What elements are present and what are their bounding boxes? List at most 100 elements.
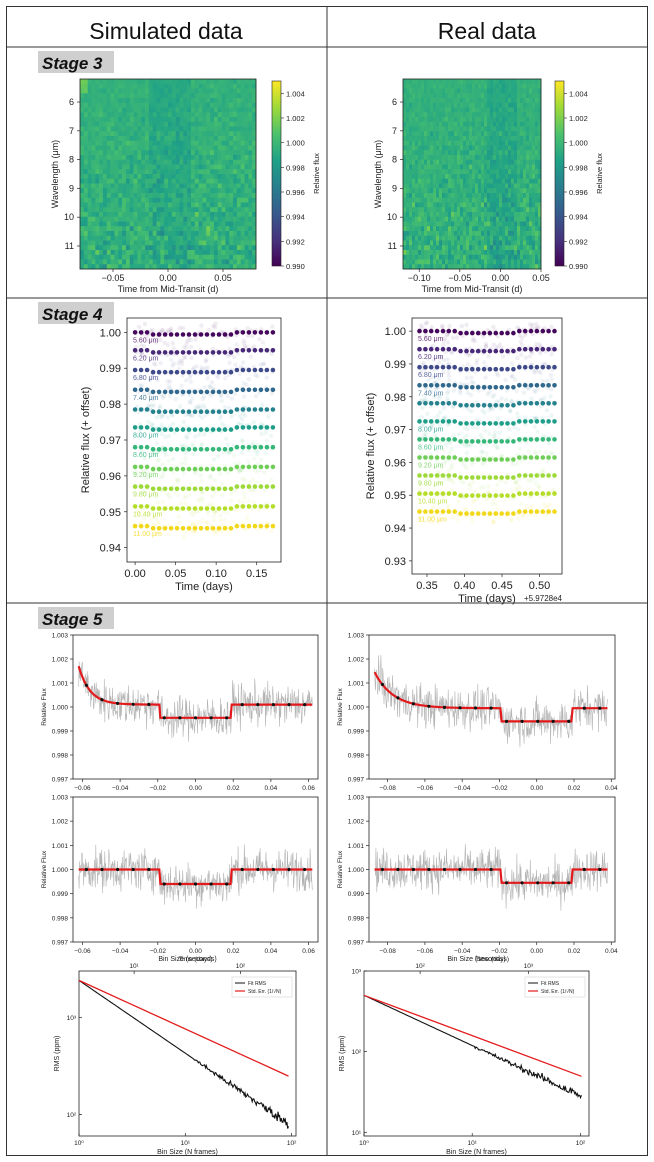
heatmap-cell	[118, 155, 123, 161]
heatmap-cell	[535, 117, 539, 123]
heatmap-cell	[520, 212, 524, 218]
heatmap-cell	[171, 126, 176, 132]
heatmap-cell	[233, 231, 238, 237]
heatmap-cell	[213, 98, 219, 104]
heatmap-cell	[460, 212, 464, 218]
binned-point	[138, 425, 144, 430]
heatmap-cell	[225, 93, 230, 99]
heatmap-cell	[532, 188, 536, 194]
heatmap-cell	[475, 216, 479, 222]
heatmap-cell	[505, 216, 509, 222]
heatmap-cell	[168, 202, 173, 208]
heatmap-cell	[91, 250, 96, 256]
heatmap-cell	[106, 178, 111, 184]
scatter-point	[170, 422, 175, 427]
scatter-point	[251, 344, 257, 349]
heatmap-cell	[145, 264, 150, 270]
heatmap-cell	[472, 178, 476, 184]
heatmap-cell	[87, 98, 92, 104]
binned-point	[540, 346, 546, 352]
heatmap-cell	[206, 107, 211, 113]
heatmap-cell	[236, 107, 241, 113]
heatmap-cell	[206, 136, 211, 142]
heatmap-cell	[87, 88, 92, 94]
binned-point	[132, 484, 138, 489]
heatmap-cell	[240, 193, 245, 199]
heatmap-cell	[125, 183, 131, 189]
heatmap-cell	[141, 126, 146, 132]
heatmap-cell	[179, 83, 184, 89]
heatmap-cell	[460, 245, 464, 251]
heatmap-cell	[442, 174, 446, 180]
heatmap-cell	[217, 254, 222, 260]
heatmap-cell	[125, 164, 131, 170]
heatmap-cell	[244, 93, 249, 99]
binned-point	[270, 407, 276, 412]
heatmap-cell	[469, 107, 473, 113]
binned-point	[204, 447, 210, 452]
heatmap-cell	[194, 183, 199, 189]
heatmap-cell	[137, 93, 142, 99]
heatmap-cell	[535, 245, 539, 251]
binned-point	[270, 504, 276, 509]
heatmap-cell	[152, 264, 157, 270]
heatmap-cell	[194, 259, 199, 265]
heatmap-cell	[248, 174, 253, 180]
heatmap-cell	[118, 93, 123, 99]
heatmap-cell	[102, 207, 108, 213]
heatmap-cell	[430, 212, 434, 218]
binned-point	[144, 523, 150, 529]
heatmap-cell	[221, 207, 226, 213]
heatmap-cell	[424, 88, 428, 94]
binned-point	[156, 389, 162, 395]
heatmap-cell	[87, 183, 92, 189]
heatmap-cell	[427, 131, 431, 137]
scatter-point	[482, 360, 487, 365]
heatmap-cell	[248, 93, 253, 99]
x-tick-label: 0.05	[532, 273, 550, 283]
heatmap-cell	[87, 107, 92, 113]
heatmap-cell	[442, 264, 446, 270]
heatmap-cell	[206, 93, 211, 99]
heatmap-cell	[493, 150, 497, 156]
binned-point	[423, 364, 428, 370]
heatmap-cell	[248, 136, 253, 142]
heatmap-cell	[114, 231, 119, 237]
heatmap-cell	[451, 83, 455, 89]
heatmap-cell	[466, 259, 470, 265]
heatmap-cell	[118, 264, 123, 270]
heatmap-cell	[83, 145, 88, 151]
heatmap-cell	[517, 126, 521, 132]
heatmap-cell	[436, 250, 440, 256]
heatmap-cell	[418, 183, 422, 189]
heatmap-cell	[484, 107, 488, 113]
heatmap-cell	[164, 240, 169, 246]
heatmap-cell	[133, 131, 138, 137]
heatmap-cell	[198, 107, 203, 113]
heatmap-cell	[463, 174, 467, 180]
heatmap-cell	[445, 193, 449, 199]
heatmap-cell	[427, 250, 431, 256]
scatter-point	[232, 391, 238, 396]
heatmap-cell	[499, 159, 503, 165]
heatmap-cell	[129, 131, 134, 137]
heatmap-cell	[252, 231, 257, 237]
heatmap-cell	[252, 183, 257, 189]
scatter-point	[210, 502, 215, 507]
heatmap-cell	[248, 250, 253, 256]
binned-point	[264, 484, 270, 489]
heatmap-cell	[529, 121, 533, 127]
heatmap-cell	[454, 178, 458, 184]
heatmap-cell	[152, 235, 157, 241]
heatmap-cell	[457, 254, 461, 260]
heatmap-cell	[499, 79, 503, 85]
heatmap-cell	[148, 259, 153, 265]
heatmap-cell	[475, 193, 479, 199]
heatmap-cell	[229, 207, 234, 213]
heatmap-cell	[421, 212, 425, 218]
series-7: 9.20 μm	[132, 453, 276, 483]
heatmap-cell	[523, 159, 527, 165]
heatmap-cell	[148, 169, 153, 175]
heatmap-cell	[466, 140, 470, 146]
heatmap-cell	[481, 207, 485, 213]
